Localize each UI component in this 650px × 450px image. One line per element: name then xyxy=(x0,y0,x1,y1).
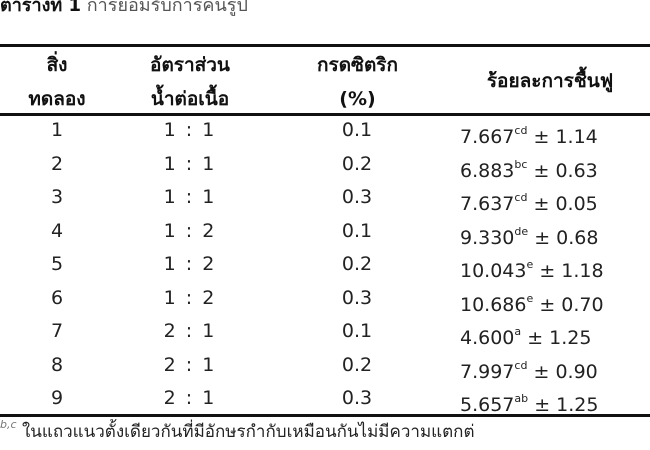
header-trial: สิ่ง ทดลอง xyxy=(28,54,86,110)
table-row: 5 1 : 2 0.2 10.043e ± 1.18 xyxy=(0,248,650,282)
cell-ratio: 1 : 1 xyxy=(163,152,217,175)
cell-acid: 0.1 xyxy=(341,320,373,342)
cell-trial: 7 xyxy=(50,320,64,342)
cell-recovery: 10.686e ± 0.70 xyxy=(460,291,604,316)
cell-trial: 1 xyxy=(50,119,64,141)
cell-acid: 0.3 xyxy=(341,186,373,208)
table-row: 6 1 : 2 0.3 10.686e ± 0.70 xyxy=(0,282,650,316)
table-caption: ตารางที่ 1 การยอมรับการคืนรูป xyxy=(0,0,248,19)
cell-trial: 2 xyxy=(50,152,64,175)
table-row: 2 1 : 1 0.2 6.883bc ± 0.63 xyxy=(0,148,650,182)
caption-label: ตารางที่ 1 xyxy=(0,0,82,16)
cell-acid: 0.2 xyxy=(341,253,373,275)
cell-trial: 3 xyxy=(50,186,64,208)
cell-recovery: 7.997cd ± 0.90 xyxy=(460,358,598,383)
cell-ratio: 2 : 1 xyxy=(163,320,217,342)
cell-ratio: 1 : 2 xyxy=(163,286,217,309)
cell-acid: 0.2 xyxy=(341,353,373,376)
cell-ratio: 2 : 1 xyxy=(163,387,217,409)
cell-acid: 0.2 xyxy=(341,152,373,175)
cell-ratio: 1 : 1 xyxy=(163,119,217,141)
cell-ratio: 1 : 2 xyxy=(163,253,217,275)
header-recovery: ร้อยละการชื้นฟู xyxy=(486,70,614,92)
header-ratio: อัตราส่วน น้ำต่อเนื้อ xyxy=(150,54,230,110)
table-row: 8 2 : 1 0.2 7.997cd ± 0.90 xyxy=(0,349,650,383)
table-row: 9 2 : 1 0.3 5.657ab ± 1.25 xyxy=(0,382,650,416)
cell-acid: 0.1 xyxy=(341,219,373,242)
cell-recovery: 4.600a ± 1.25 xyxy=(460,325,592,349)
cell-acid: 0.3 xyxy=(341,286,373,309)
cell-recovery: 7.667cd ± 1.14 xyxy=(460,124,598,148)
cell-trial: 6 xyxy=(50,286,64,309)
header-rule xyxy=(0,113,650,116)
cell-recovery: 7.637cd ± 0.05 xyxy=(460,191,598,215)
cell-acid: 0.3 xyxy=(341,387,373,409)
cell-ratio: 1 : 2 xyxy=(163,219,217,242)
table-row: 7 2 : 1 0.1 4.600a ± 1.25 xyxy=(0,315,650,349)
bottom-rule xyxy=(0,414,650,417)
cell-recovery: 9.330de ± 0.68 xyxy=(460,224,599,249)
cell-trial: 8 xyxy=(50,353,64,376)
cell-recovery: 10.043e ± 1.18 xyxy=(460,258,604,282)
caption-text: การยอมรับการคืนรูป xyxy=(86,0,248,16)
cell-trial: 9 xyxy=(50,387,64,409)
cell-trial: 4 xyxy=(50,219,64,242)
top-rule xyxy=(0,44,650,47)
cell-ratio: 1 : 1 xyxy=(163,186,217,208)
cell-recovery: 6.883bc ± 0.63 xyxy=(460,157,598,182)
footnote: b,c ในแถวแนวตั้งเดียวกันที่มีอักษรกำกับเ… xyxy=(0,418,475,442)
table-row: 1 1 : 1 0.1 7.667cd ± 1.14 xyxy=(0,114,650,148)
table-row: 3 1 : 1 0.3 7.637cd ± 0.05 xyxy=(0,181,650,215)
table-row: 4 1 : 2 0.1 9.330de ± 0.68 xyxy=(0,215,650,249)
header-acid: กรดซิตริก (%) xyxy=(317,54,398,110)
cell-acid: 0.1 xyxy=(341,119,373,141)
cell-recovery: 5.657ab ± 1.25 xyxy=(460,392,599,416)
cell-ratio: 2 : 1 xyxy=(163,353,217,376)
cell-trial: 5 xyxy=(50,253,64,275)
